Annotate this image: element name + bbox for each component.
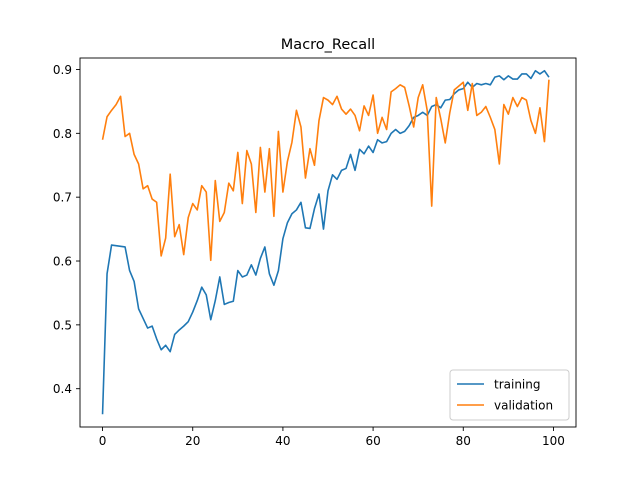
- y-tick-label: 0.4: [53, 382, 72, 396]
- series-line-validation: [101, 79, 550, 262]
- x-tick-label: 60: [365, 434, 380, 448]
- legend-label-validation: validation: [494, 399, 553, 413]
- x-tick-label: 80: [456, 434, 471, 448]
- x-tick-label: 40: [275, 434, 290, 448]
- y-axis: 0.4 0.5 0.6 0.7 0.8 0.9: [53, 63, 80, 396]
- x-axis: 0 20 40 60 80 100: [99, 427, 565, 448]
- series-layer: [101, 69, 550, 415]
- chart-title: Macro_Recall: [281, 37, 375, 53]
- y-tick-label: 0.5: [53, 318, 72, 332]
- x-tick-label: 0: [99, 434, 107, 448]
- series-line-training: [101, 69, 550, 415]
- x-tick-label: 20: [185, 434, 200, 448]
- x-tick-label: 100: [542, 434, 565, 448]
- y-tick-label: 0.8: [53, 127, 72, 141]
- legend-label-training: training: [494, 378, 541, 392]
- plot-frame: [79, 57, 577, 428]
- legend: training validation: [449, 369, 570, 421]
- legend-box: [449, 369, 570, 421]
- y-tick-label: 0.7: [53, 191, 72, 205]
- y-tick-label: 0.6: [53, 255, 72, 269]
- y-tick-label: 0.9: [53, 63, 72, 77]
